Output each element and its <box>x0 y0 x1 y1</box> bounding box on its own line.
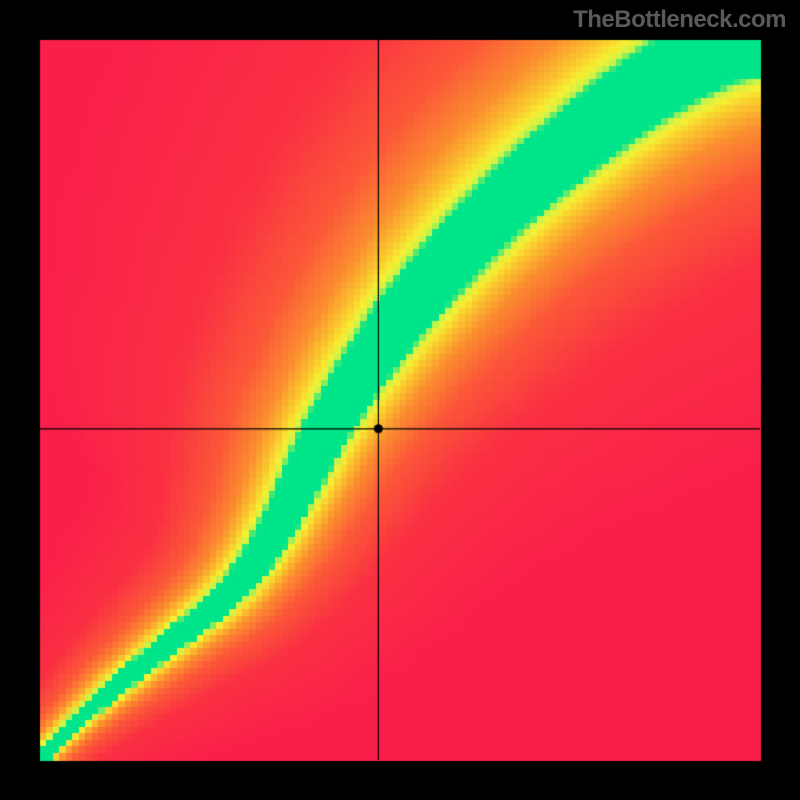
watermark-label: TheBottleneck.com <box>573 6 786 34</box>
heatmap-canvas <box>0 0 800 800</box>
chart-container: TheBottleneck.com <box>0 0 800 800</box>
